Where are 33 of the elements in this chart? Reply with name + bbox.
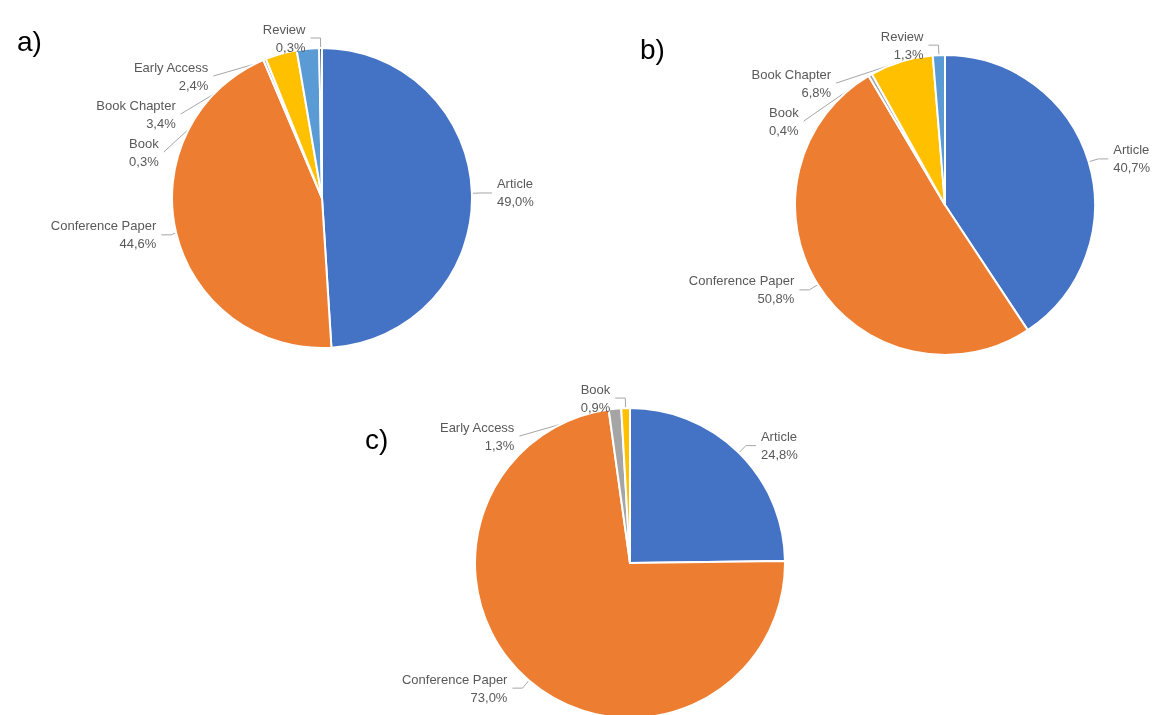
data-label: 44,6% (119, 236, 157, 252)
slice-label: Book (769, 104, 800, 120)
data-label: 49,0% (496, 194, 535, 210)
chart-title: a) (17, 25, 42, 57)
data-label: 0,3% (129, 153, 160, 169)
data-label: 0,9% (580, 399, 611, 415)
slice-label: Article (496, 176, 534, 192)
chart-title: b) (640, 33, 665, 65)
slice-label: Article (760, 429, 798, 445)
slice-label: Article (1113, 142, 1150, 158)
data-label: 40,7% (1113, 160, 1151, 176)
data-label: 6,8% (801, 84, 832, 100)
slice-label: Early Access (439, 419, 515, 435)
data-label: 2,4% (178, 77, 209, 93)
slice-label: Book (129, 135, 160, 151)
data-label: 24,8% (760, 447, 799, 463)
slice-label: Conference Paper (688, 273, 796, 289)
slice-label: Book Chapter (751, 66, 832, 82)
data-label: 50,8% (757, 291, 795, 307)
slice-label: Book (580, 381, 611, 397)
slice-label: Early Access (133, 59, 209, 75)
slice-label: Conference Paper (401, 671, 509, 687)
slice-label: Review (262, 21, 307, 37)
slice-label: Book Chapter (96, 97, 177, 113)
text: c) (365, 423, 389, 455)
data-label: 0,4% (769, 122, 800, 138)
slice-label: Review (880, 28, 925, 44)
data-label: 3,4% (146, 115, 177, 131)
data-label: 1,3% (893, 46, 924, 62)
data-label: 1,3% (484, 437, 515, 453)
data-label: 0,3% (275, 39, 306, 55)
data-label: 73,0% (470, 689, 508, 705)
slice-label: Conference Paper (50, 218, 157, 234)
